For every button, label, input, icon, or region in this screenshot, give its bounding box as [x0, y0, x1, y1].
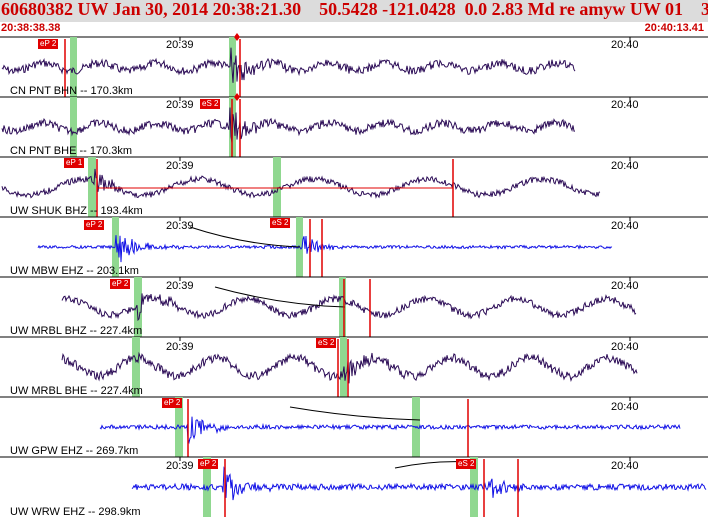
trace-label-mrbl-bhe: UW MRBL BHE -- 227.4km — [10, 385, 143, 397]
pick-tag[interactable]: eP 2 — [110, 279, 131, 289]
tick-label: 20:40 — [611, 160, 639, 172]
pick-tag[interactable]: eS 2 — [200, 99, 221, 109]
tick-label: 20:40 — [611, 401, 639, 413]
coda-fit — [289, 406, 421, 421]
tick-label: 20:39 — [166, 39, 194, 51]
waveform-trace — [99, 416, 681, 445]
trace-label-gpw-ehz: UW GPW EHZ -- 269.7km — [10, 445, 139, 457]
trace-label-mrbl-bhz: UW MRBL BHZ -- 227.4km — [10, 325, 143, 337]
waveform-trace — [1, 47, 576, 83]
tick-label: 20:39 — [166, 99, 194, 111]
tick-label: 20:40 — [611, 280, 639, 292]
pick-tag[interactable]: eP 2 — [198, 459, 219, 469]
pick-marker — [234, 33, 240, 41]
arrival-window — [70, 37, 77, 97]
pick-tag[interactable]: eP 2 — [38, 39, 59, 49]
pick-tag[interactable]: eS 2 — [456, 459, 477, 469]
event-title: 60680382 UW Jan 30, 2014 20:38:21.30 50.… — [1, 0, 708, 19]
waveform-trace — [37, 235, 613, 263]
waveform-trace — [1, 168, 601, 199]
pick-tag[interactable]: eP 1 — [64, 158, 85, 168]
coda-fit — [189, 226, 301, 248]
end-time: 20:40:13.41 — [644, 22, 704, 34]
tick-label: 20:39 — [166, 460, 194, 472]
trace-label-mbw-ehz: UW MBW EHZ -- 203.1km — [10, 265, 139, 277]
tick-label: 20:40 — [611, 99, 639, 111]
tick-label: 20:39 — [166, 160, 194, 172]
arrival-window — [273, 157, 281, 217]
waveform-trace — [1, 107, 575, 143]
arrival-window — [229, 37, 236, 97]
pick-tag[interactable]: eS 2 — [316, 338, 337, 348]
trace-label-pnt-bhe: CN PNT BHE -- 170.3km — [10, 145, 133, 157]
arrival-window — [132, 337, 140, 397]
tick-label: 20:39 — [166, 220, 194, 232]
tick-label: 20:40 — [611, 460, 639, 472]
tick-label: 20:40 — [611, 341, 639, 353]
trace-label-wrw-ehz: UW WRW EHZ -- 298.9km — [10, 506, 141, 518]
coda-fit — [214, 286, 346, 308]
tick-label: 20:40 — [611, 39, 639, 51]
tick-label: 20:39 — [166, 280, 194, 292]
tick-label: 20:40 — [611, 220, 639, 232]
waveform-trace — [131, 466, 707, 501]
arrival-window — [134, 277, 142, 337]
waveform-trace — [61, 351, 638, 384]
pick-marker — [234, 93, 240, 101]
pick-tag[interactable]: eP 2 — [162, 398, 183, 408]
start-time: 20:38:38.38 — [1, 22, 61, 34]
tick-label: 20:39 — [166, 341, 194, 353]
waveform-trace — [61, 293, 637, 322]
arrival-window — [88, 157, 96, 217]
trace-label-pnt-bhn: CN PNT BHN -- 170.3km — [10, 85, 133, 97]
pick-tag[interactable]: eP 2 — [84, 220, 105, 230]
trace-label-shuk-bhz: UW SHUK BHZ -- 193.4km — [10, 205, 143, 217]
pick-tag[interactable]: eS 2 — [270, 218, 291, 228]
title-bar: 60680382 UW Jan 30, 2014 20:38:21.30 50.… — [0, 0, 708, 22]
arrival-window — [70, 97, 77, 157]
